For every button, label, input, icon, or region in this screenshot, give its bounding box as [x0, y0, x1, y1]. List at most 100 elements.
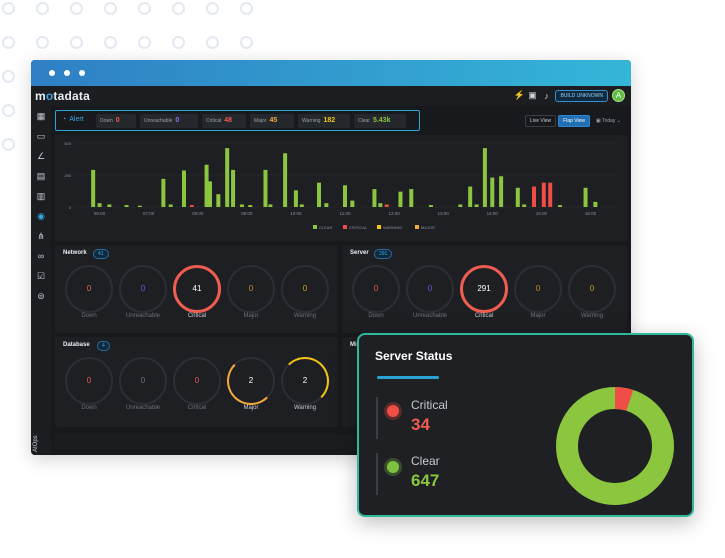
histogram-bar[interactable]: [189, 205, 194, 207]
histogram-bar[interactable]: [384, 204, 389, 207]
window-dot-icon: [49, 70, 55, 76]
histogram-bar[interactable]: [161, 178, 166, 207]
histogram-bar[interactable]: [181, 170, 186, 207]
histogram-bar[interactable]: [268, 204, 273, 207]
histogram-bar[interactable]: [541, 182, 546, 207]
histogram-bar[interactable]: [522, 204, 527, 207]
histogram-bar[interactable]: [316, 182, 321, 207]
histogram-bar[interactable]: [474, 204, 479, 207]
donut-critical-slice[interactable]: [556, 387, 674, 505]
monitor-icon[interactable]: ▭: [36, 131, 46, 141]
critical-label: Critical: [411, 398, 448, 412]
histogram-bar[interactable]: [324, 203, 329, 207]
motadata-logo[interactable]: motadata: [35, 89, 90, 103]
legend-label[interactable]: CRITICAL: [349, 225, 368, 230]
alert-chip-down[interactable]: Down 0: [96, 114, 136, 128]
binoculars-icon[interactable]: ∞: [37, 251, 45, 261]
flap-view-button[interactable]: Flap View: [558, 115, 591, 127]
gauge-major[interactable]: 2: [227, 357, 275, 405]
report-icon[interactable]: ▤: [36, 171, 46, 181]
dashboard-icon[interactable]: ▦: [36, 111, 46, 121]
aiops-label[interactable]: AIOps: [33, 435, 39, 452]
histogram-bar[interactable]: [409, 189, 414, 207]
histogram-bar[interactable]: [293, 190, 298, 207]
histogram-bar[interactable]: [168, 204, 173, 207]
alert-chip-clear[interactable]: Clear 5.43k: [354, 114, 406, 128]
histogram-bar[interactable]: [593, 201, 598, 207]
histogram-bar[interactable]: [239, 204, 244, 207]
histogram-bar[interactable]: [204, 164, 209, 207]
histogram-bar[interactable]: [137, 205, 142, 207]
gauge-label: Warning: [293, 405, 317, 411]
gauge-warning[interactable]: 0: [281, 265, 329, 313]
alert-chip-major[interactable]: Major 45: [250, 114, 294, 128]
histogram-bar[interactable]: [428, 205, 433, 207]
checklist-icon[interactable]: ☑: [36, 271, 46, 281]
histogram-bar[interactable]: [378, 203, 383, 207]
analytics-icon[interactable]: ∠: [36, 151, 46, 161]
histogram-bar[interactable]: [398, 191, 403, 207]
build-button[interactable]: BUILD UNKNOWN: [555, 89, 608, 102]
histogram-bar[interactable]: [490, 177, 495, 207]
gauge-critical[interactable]: 0: [173, 357, 221, 405]
histogram-bar[interactable]: [91, 169, 96, 207]
legend-label[interactable]: WARNING: [383, 225, 402, 230]
histogram-bar[interactable]: [225, 148, 230, 207]
histogram-bar[interactable]: [263, 169, 268, 207]
legend-label[interactable]: MAJOR: [421, 225, 435, 230]
gauge-down[interactable]: 0: [65, 265, 113, 313]
histogram-bar[interactable]: [216, 194, 221, 207]
gauge-warning[interactable]: 2: [281, 357, 329, 405]
alert-chip-critical[interactable]: Critical 48: [202, 114, 246, 128]
topology-icon[interactable]: ⋔: [37, 231, 45, 241]
histogram-bar[interactable]: [515, 187, 520, 207]
chip-label: Critical: [206, 118, 222, 124]
histogram-bar[interactable]: [468, 186, 473, 207]
histogram-bar[interactable]: [343, 185, 347, 207]
histogram-bar[interactable]: [97, 203, 102, 207]
gauge-critical[interactable]: 41: [173, 265, 221, 313]
histogram-bar[interactable]: [458, 204, 463, 207]
histogram-bar[interactable]: [558, 205, 563, 207]
histogram-bar[interactable]: [583, 187, 588, 207]
avatar[interactable]: A: [612, 89, 625, 102]
alert-chip-unreachable[interactable]: Unreachable 0: [140, 114, 198, 128]
histogram-bar[interactable]: [548, 182, 553, 207]
live-view-button[interactable]: Live View: [524, 115, 557, 127]
histogram-bar[interactable]: [124, 205, 129, 207]
plug-icon[interactable]: ⚡: [513, 90, 525, 100]
gauge-down[interactable]: 0: [65, 357, 113, 405]
alert-chip-warning[interactable]: Warning 182: [298, 114, 350, 128]
histogram-bar[interactable]: [283, 153, 288, 207]
donut-clear-slice[interactable]: [556, 387, 674, 505]
histogram-bar[interactable]: [231, 169, 236, 207]
grid-dot-icon: [240, 36, 253, 49]
gauge-label: Warning: [580, 313, 604, 319]
histogram-bar[interactable]: [532, 186, 536, 207]
histogram-bar[interactable]: [372, 189, 377, 207]
gauge-major[interactable]: 0: [227, 265, 275, 313]
histogram-bar[interactable]: [248, 205, 253, 207]
alert-bell-icon[interactable]: ◉: [37, 211, 45, 221]
gauge-warning[interactable]: 0: [568, 265, 616, 313]
gauge-critical[interactable]: 291: [460, 265, 508, 313]
grid-dot-icon: [36, 2, 49, 15]
gauge-unreachable[interactable]: 0: [119, 265, 167, 313]
time-range-dropdown[interactable]: ▣ Today ⌄: [596, 118, 621, 124]
gauge-major[interactable]: 0: [514, 265, 562, 313]
clear-dot-icon: [387, 461, 399, 473]
settings-icon[interactable]: ⊜: [37, 291, 45, 301]
gauge-down[interactable]: 0: [352, 265, 400, 313]
bell-icon[interactable]: ♪: [544, 90, 549, 101]
histogram-bar[interactable]: [299, 204, 304, 207]
histogram-bar[interactable]: [107, 204, 112, 207]
histogram-bar[interactable]: [208, 181, 212, 207]
histogram-bar[interactable]: [350, 200, 355, 207]
inventory-icon[interactable]: ▥: [36, 191, 46, 201]
gauge-unreachable[interactable]: 0: [119, 357, 167, 405]
histogram-bar[interactable]: [499, 176, 504, 207]
clipboard-icon[interactable]: ▣: [528, 90, 537, 100]
legend-label[interactable]: CLEAR: [319, 225, 332, 230]
histogram-bar[interactable]: [482, 148, 487, 207]
gauge-unreachable[interactable]: 0: [406, 265, 454, 313]
